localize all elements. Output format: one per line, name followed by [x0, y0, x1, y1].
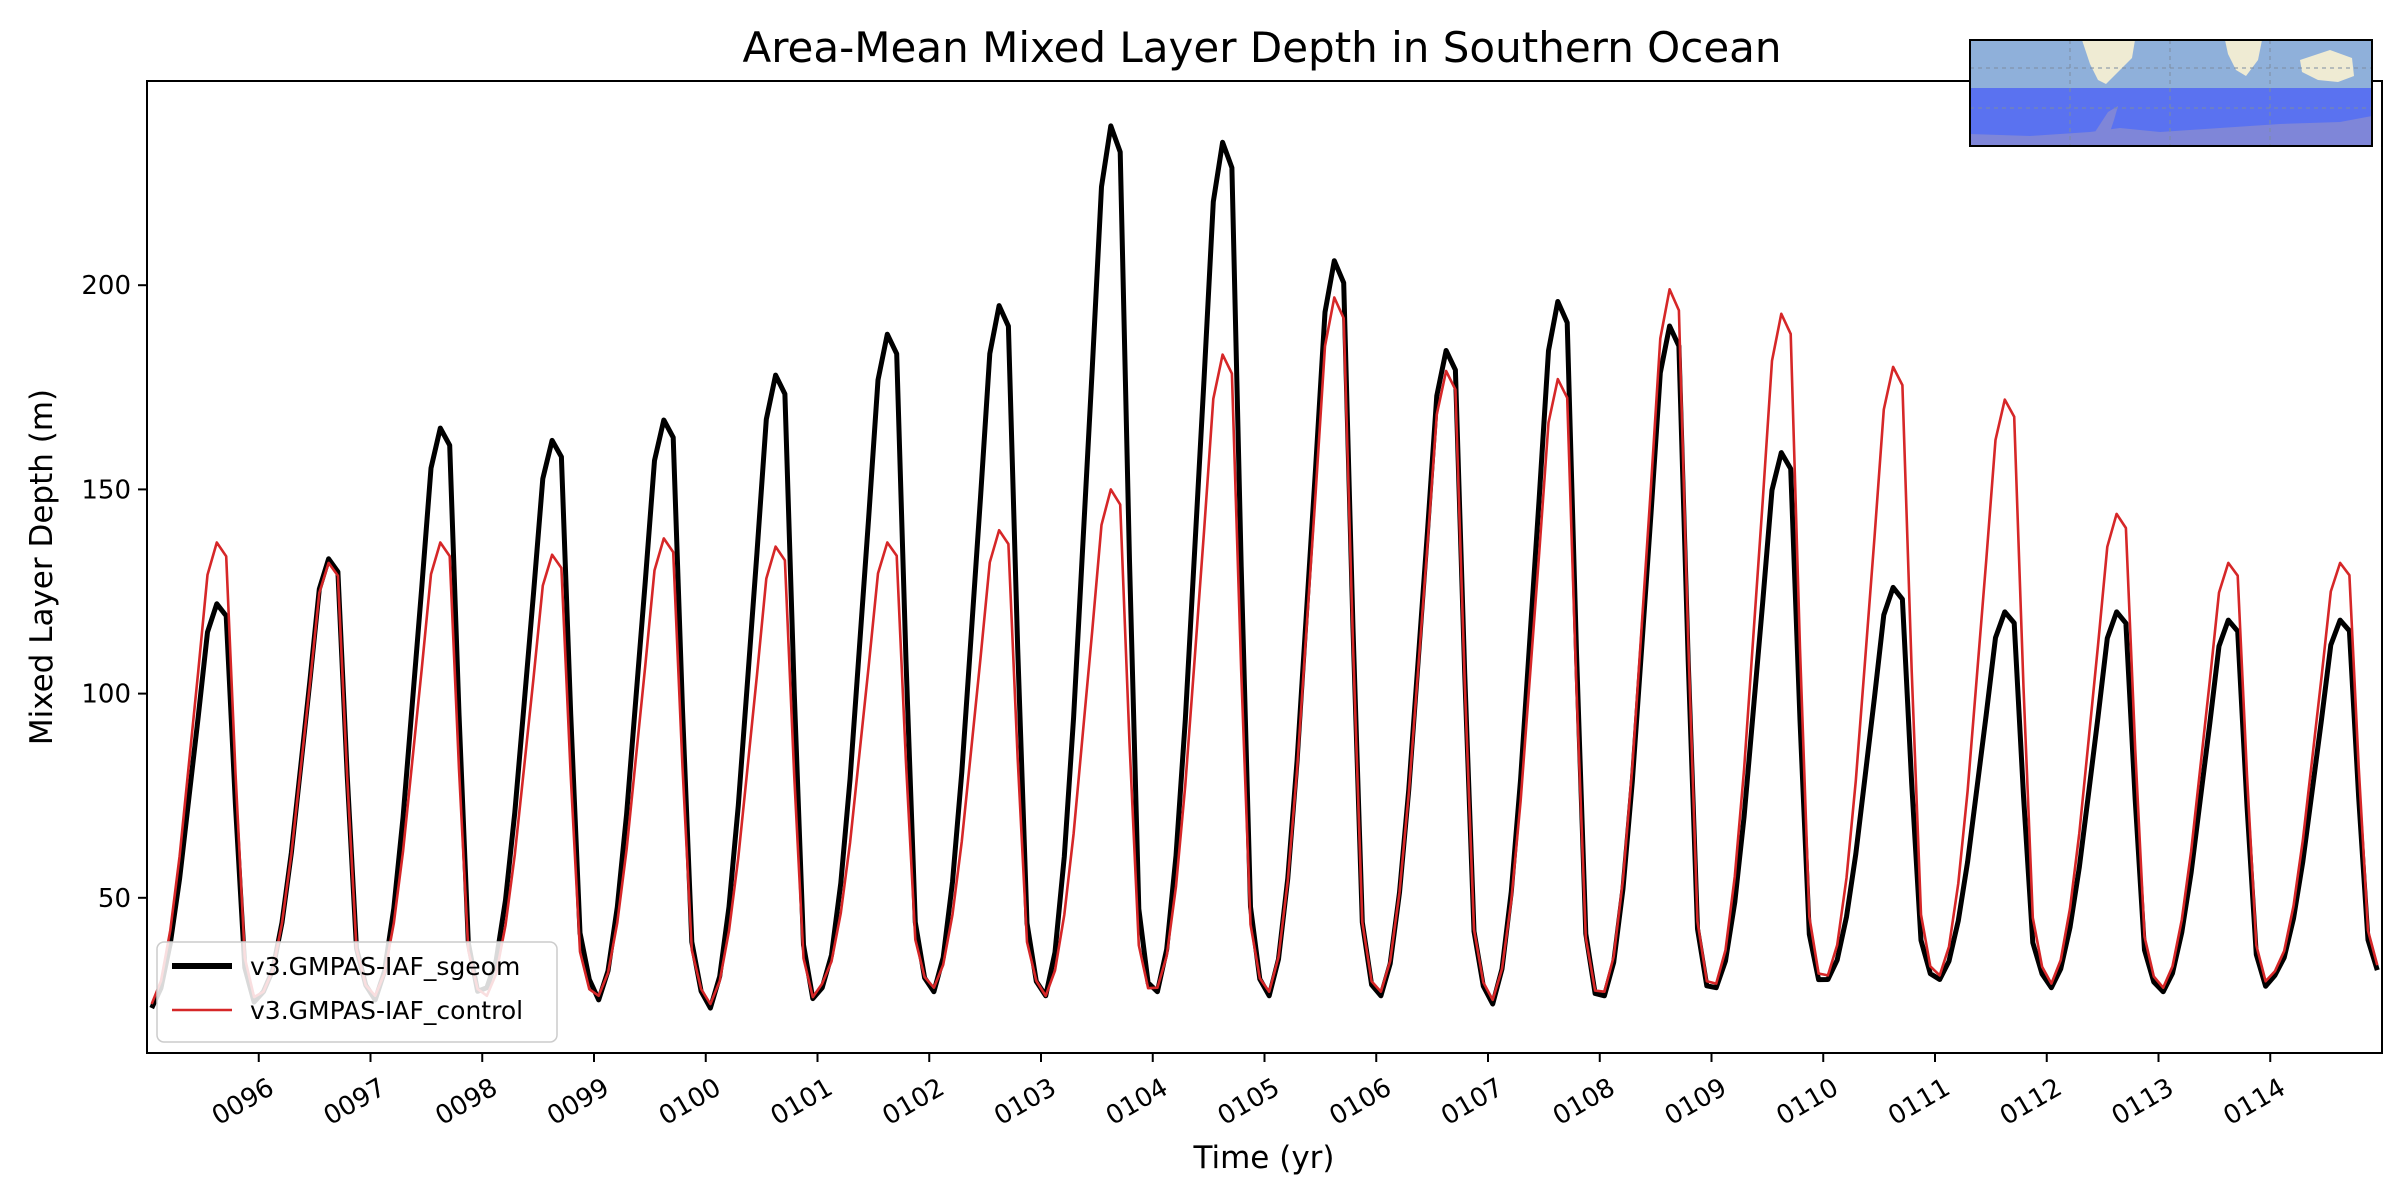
inset-antarctic-peninsula: [2095, 106, 2118, 132]
x-tick-label: 0108: [1548, 1073, 1620, 1132]
x-tick-label: 0114: [2218, 1073, 2290, 1132]
x-tick-label: 0112: [1995, 1073, 2067, 1132]
x-tick-label: 0105: [1213, 1073, 1285, 1132]
x-tick-label: 0104: [1101, 1073, 1173, 1132]
x-tick-label: 0107: [1436, 1073, 1508, 1132]
x-tick-label: 0109: [1660, 1073, 1732, 1132]
x-tick-label: 0106: [1324, 1073, 1396, 1132]
x-tick-label: 0098: [430, 1073, 502, 1132]
y-axis-ticks: 50 100 150 200: [81, 271, 147, 914]
y-tick-label: 200: [81, 271, 131, 301]
x-tick-label: 0102: [877, 1073, 949, 1132]
x-tick-label: 0099: [542, 1073, 614, 1132]
x-tick-label: 0111: [1883, 1073, 1955, 1132]
legend-label-control: v3.GMPAS-IAF_control: [250, 996, 523, 1025]
series-line-control: [150, 287, 2379, 1006]
series-lines: [149, 123, 2380, 1011]
plot-frame: [146, 80, 2383, 1054]
x-tick-label: 0097: [319, 1073, 391, 1132]
legend-box: [156, 941, 558, 1043]
x-axis-label: Time (yr): [1193, 1140, 1335, 1176]
inset-land-australia: [2300, 50, 2354, 82]
x-tick-label: 0101: [766, 1073, 838, 1132]
x-tick-label: 0096: [207, 1073, 279, 1132]
y-axis-label: Mixed Layer Depth (m): [24, 389, 60, 745]
southern-ocean-region-map: [1969, 39, 2373, 147]
legend-label-sgeom: v3.GMPAS-IAF_sgeom: [250, 952, 520, 981]
plot-area: [146, 80, 2383, 1054]
y-tick-label: 150: [81, 475, 131, 505]
x-tick-label: 0100: [654, 1073, 726, 1132]
inset-land-south-america: [2082, 40, 2135, 84]
x-axis-ticks: 0096 0097 0098 0099 0100 0101 0102 0103 0104 0105…: [207, 1053, 2291, 1132]
x-tick-label: 0103: [989, 1073, 1061, 1132]
y-tick-label: 50: [98, 884, 131, 914]
chart-title: Area-Mean Mixed Layer Depth in Southern …: [742, 23, 1781, 72]
x-tick-label: 0113: [2107, 1073, 2179, 1132]
y-tick-label: 100: [81, 680, 131, 710]
inset-frame: [1969, 39, 2373, 147]
legend: v3.GMPAS-IAF_sgeom v3.GMPAS-IAF_control: [156, 941, 558, 1043]
inset-land-africa: [2225, 40, 2262, 76]
x-tick-label: 0110: [1771, 1073, 1843, 1132]
series-line-sgeom: [149, 123, 2380, 1011]
